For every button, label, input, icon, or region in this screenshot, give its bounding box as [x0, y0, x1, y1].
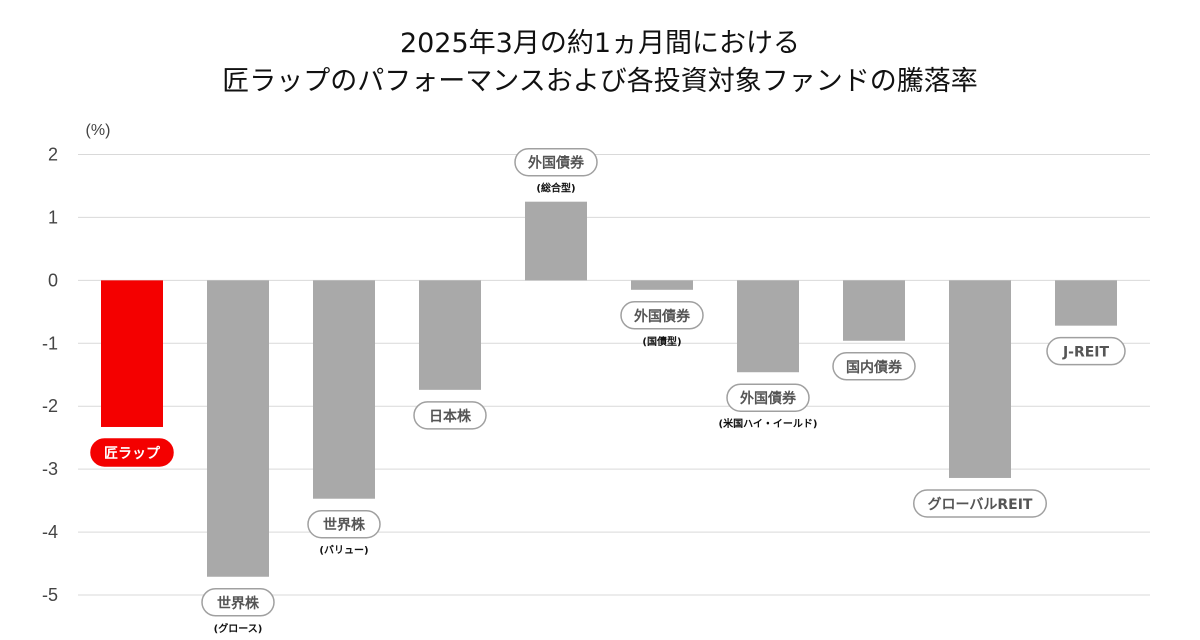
bar: [843, 280, 905, 340]
y-tick-label: 2: [48, 145, 58, 165]
bar: [101, 280, 163, 427]
y-tick-label: 0: [48, 270, 58, 290]
bar: [419, 280, 481, 389]
category-sublabel-text: (国債型): [642, 335, 681, 348]
category-label: J-REIT: [1047, 338, 1125, 365]
category-label-text: 日本株: [429, 408, 472, 425]
y-tick-label: -4: [42, 522, 58, 542]
category-label-text: 外国債券: [740, 390, 797, 407]
chart-title-line-2: 匠ラップのパフォーマンスおよび各投資対象ファンドの騰落率: [222, 66, 977, 97]
category-sublabel-text: (米国ハイ・イールド): [719, 417, 818, 430]
category-label: グローバルREIT: [914, 490, 1047, 517]
category-label-text: 外国債券: [634, 308, 691, 325]
bar: [631, 280, 693, 289]
category-label: 外国債券 (米国ハイ・イールド): [719, 384, 818, 430]
y-axis-unit-label: (%): [86, 122, 111, 139]
category-sublabel-text: (グロース): [214, 622, 263, 635]
category-label: 国内債券: [833, 353, 915, 380]
category-label-text: 匠ラップ: [104, 446, 161, 462]
bar: [1055, 280, 1117, 325]
category-label-text: 世界株: [323, 517, 366, 534]
bars: [101, 202, 1117, 577]
y-tick-label: -2: [42, 396, 58, 416]
category-sublabel-text: (総合型): [536, 182, 575, 195]
bar: [313, 280, 375, 498]
y-tick-label: 1: [48, 207, 58, 227]
category-label: 世界株 (グロース): [202, 589, 274, 635]
category-label: 世界株 (バリュー): [308, 511, 380, 557]
category-sublabel-text: (バリュー): [319, 545, 368, 557]
category-label-text: グローバルREIT: [928, 496, 1033, 513]
category-label: 外国債券 (国債型): [621, 302, 703, 348]
y-tick-label: -1: [42, 333, 58, 353]
category-label: 匠ラップ: [91, 439, 173, 466]
category-label: 日本株: [414, 402, 486, 429]
category-label-text: J-REIT: [1062, 345, 1110, 361]
category-label-text: 外国債券: [528, 155, 585, 172]
category-label-text: 国内債券: [846, 359, 903, 376]
category-label: 外国債券 (総合型): [515, 149, 597, 195]
y-axis-ticks: 2 1 0 -1 -2 -3 -4 -5: [42, 145, 58, 606]
y-tick-label: -3: [42, 459, 58, 479]
bar: [525, 202, 587, 281]
bar: [207, 280, 269, 576]
category-label-text: 世界株: [217, 595, 260, 612]
bar: [737, 280, 799, 372]
chart-title-line-1: 2025年3月の約1ヵ月間における: [400, 28, 800, 59]
bar: [949, 280, 1011, 478]
y-tick-label: -5: [42, 585, 58, 605]
